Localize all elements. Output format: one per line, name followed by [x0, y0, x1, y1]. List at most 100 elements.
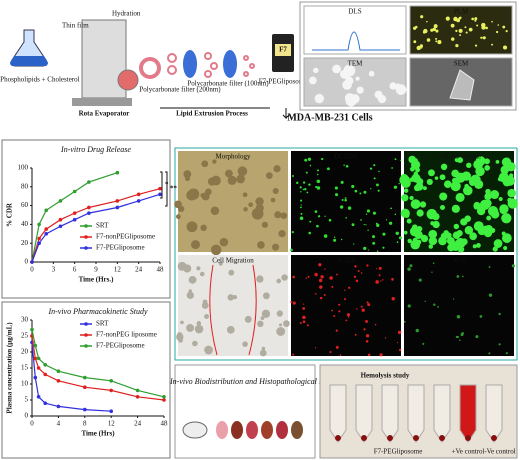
legend-label: F7-PEGliposome — [96, 244, 145, 252]
organ — [246, 421, 258, 439]
speck — [479, 315, 483, 318]
speck — [320, 275, 324, 279]
chart-title: In-vitro Drug Release — [60, 145, 131, 154]
speck — [407, 267, 411, 271]
speck — [426, 20, 428, 23]
speck — [490, 210, 500, 219]
speck — [464, 26, 467, 29]
series-line — [31, 342, 112, 412]
speck — [454, 157, 460, 163]
speck — [363, 223, 365, 226]
speck — [502, 25, 506, 29]
y-tick-label: 80 — [21, 182, 29, 190]
legend-label: SRT — [96, 222, 109, 230]
process-label: Lipid Extrusion Process — [176, 110, 248, 118]
speck — [391, 167, 393, 169]
speck — [434, 176, 439, 180]
hemolysis-label: +Ve control — [452, 448, 485, 456]
speck — [484, 165, 491, 171]
speck — [196, 321, 202, 326]
speck — [391, 278, 394, 281]
speck — [376, 268, 378, 270]
speck — [309, 164, 312, 167]
speck — [319, 296, 323, 300]
speck — [299, 186, 302, 189]
legend-marker — [84, 235, 88, 239]
speck — [403, 188, 409, 193]
speck — [339, 69, 350, 79]
speck — [416, 45, 421, 51]
speck — [455, 29, 458, 33]
speck — [409, 166, 415, 172]
legend-marker — [84, 344, 88, 348]
speck — [335, 345, 339, 349]
speck — [416, 239, 422, 245]
speck — [228, 269, 235, 276]
speck — [272, 243, 280, 251]
speck — [236, 174, 245, 184]
speck — [428, 244, 434, 249]
speck — [411, 173, 421, 183]
x-tick-label: 9 — [94, 266, 98, 274]
speck — [345, 217, 347, 219]
speck — [394, 158, 397, 161]
cell-image — [291, 151, 401, 252]
speck — [439, 174, 446, 181]
speck — [496, 30, 499, 34]
liposome — [139, 57, 161, 79]
speck — [413, 40, 417, 44]
speck — [283, 320, 290, 327]
speck — [345, 164, 349, 168]
speck — [458, 28, 463, 33]
x-tick-label: 12 — [114, 266, 122, 274]
y-tick-label: 25 — [21, 332, 29, 340]
speck — [276, 327, 286, 336]
speck — [485, 26, 488, 30]
y-tick-label: 0 — [25, 258, 29, 266]
speck — [314, 347, 317, 349]
speck — [186, 221, 198, 233]
speck — [409, 195, 414, 201]
vial-label-bg — [275, 44, 291, 56]
speck — [456, 18, 461, 23]
speck — [424, 300, 426, 303]
speck — [360, 305, 363, 308]
speck — [304, 188, 307, 191]
speck — [174, 200, 182, 209]
speck — [483, 225, 489, 231]
tube — [433, 384, 451, 443]
char-label: PLM — [454, 8, 469, 16]
migration-edge — [248, 264, 257, 356]
speck — [450, 23, 455, 28]
y-tick-label: 10 — [21, 380, 29, 388]
speck — [378, 266, 382, 270]
speck — [452, 231, 461, 239]
speck — [354, 189, 358, 193]
speck — [196, 266, 201, 271]
x-tick-label: 0 — [30, 420, 34, 428]
speck — [471, 17, 475, 21]
speck — [455, 172, 466, 183]
speck — [333, 236, 336, 238]
speck — [484, 199, 492, 207]
speck — [385, 219, 388, 221]
speck — [476, 206, 486, 216]
speck — [507, 188, 516, 198]
speck — [486, 229, 492, 234]
vesicles — [167, 52, 255, 78]
tube — [485, 384, 503, 443]
speck — [474, 19, 477, 22]
series-line — [31, 188, 161, 263]
speck — [476, 243, 481, 248]
speck — [292, 353, 295, 356]
speck — [207, 177, 217, 186]
speck — [440, 232, 448, 240]
speck — [497, 24, 500, 26]
speck — [355, 76, 360, 81]
biodistribution-title: In-vivo Biodistribution and Histopatholo… — [169, 377, 354, 386]
speck — [460, 218, 468, 226]
speck — [218, 261, 223, 266]
evaporator — [81, 19, 127, 99]
speck — [343, 298, 347, 301]
speck — [469, 232, 477, 241]
